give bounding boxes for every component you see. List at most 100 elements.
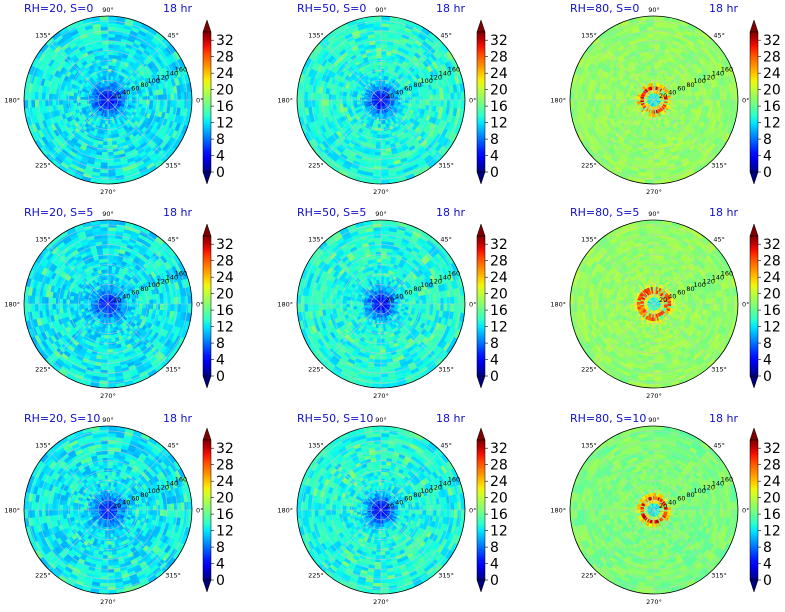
heat-cell [107, 36, 115, 42]
heat-cell [648, 54, 655, 59]
heat-cell [632, 97, 637, 101]
heat-cell [671, 99, 676, 103]
heat-cell [618, 95, 624, 101]
heat-cell [590, 99, 596, 107]
colorbar-tick-label: 0 [490, 165, 499, 181]
angular-tick-label: 315° [438, 162, 454, 170]
heat-cell [324, 93, 330, 101]
heat-cell [611, 95, 617, 101]
heat-cell [159, 99, 165, 107]
colorbar-tick-label: 8 [216, 132, 225, 148]
heat-cell [376, 57, 382, 63]
heat-cell [597, 99, 603, 107]
heat-cell [159, 93, 165, 101]
panel-time-label: 18 hr [436, 2, 465, 15]
heat-cell [375, 141, 382, 146]
heat-cell [608, 99, 613, 106]
heat-cell [107, 151, 115, 157]
colorbar-tick-label: 16 [763, 99, 781, 115]
heat-cell [149, 94, 154, 101]
colorbar-tick-label: 0 [763, 165, 772, 181]
heat-cell [712, 93, 718, 101]
heat-cell [101, 36, 109, 42]
panel-title: RH=50, S=0 [297, 2, 366, 15]
heat-cell [695, 99, 700, 106]
heatmap-cells [297, 16, 465, 184]
radial-tick-label: 20 [386, 92, 394, 100]
angular-tick-label: 180° [550, 97, 566, 105]
heat-cell [107, 78, 111, 83]
angular-tick-label: 180° [277, 97, 293, 105]
heat-cell [653, 71, 658, 76]
heat-cell [128, 303, 133, 307]
radial-tick-label: 40 [122, 88, 130, 96]
colorbar-tick-label: 12 [490, 116, 508, 132]
heat-cell [380, 141, 387, 146]
colorbar-gradient [749, 31, 759, 173]
heat-cell [380, 54, 387, 59]
colorbar-extend-bottom [749, 171, 759, 185]
heat-cell [411, 99, 417, 105]
heat-cell [653, 36, 661, 42]
heat-cell [653, 75, 657, 80]
heat-cell [398, 99, 403, 103]
heat-cell [142, 95, 147, 101]
colorbar-extend-top [476, 19, 486, 33]
angular-tick-label: 90° [375, 6, 387, 14]
heat-cell [401, 99, 406, 103]
heat-cell [378, 117, 382, 122]
heat-cell [695, 94, 700, 101]
heat-cell [653, 78, 657, 83]
heat-cell [439, 93, 445, 101]
radial-tick-label: 60 [677, 85, 685, 93]
heat-cell [103, 57, 109, 63]
colorbar-tick-label: 4 [216, 149, 225, 165]
heat-cell [142, 99, 147, 105]
heat-cell [691, 95, 697, 101]
heat-cell [132, 303, 137, 308]
heat-cell [62, 94, 67, 101]
heat-cell [653, 57, 659, 63]
heat-cell [597, 93, 603, 101]
panel-time-label: 18 hr [163, 2, 192, 15]
heat-cell [98, 179, 109, 184]
heat-cell [103, 137, 109, 143]
colorbar-tick-label: 4 [490, 149, 499, 165]
heat-cell [439, 99, 445, 107]
angular-tick-label: 45° [167, 31, 179, 39]
colorbar-tick-label: 12 [763, 116, 781, 132]
heat-cell [125, 99, 130, 103]
heat-cell [415, 95, 420, 101]
heat-cell [376, 130, 382, 136]
heat-cell [356, 97, 361, 101]
heat-cell [380, 158, 388, 164]
colorbar-tick-label: 20 [216, 83, 234, 99]
heat-cell [629, 97, 634, 101]
heat-cell [107, 275, 112, 280]
angular-tick-label: 270° [373, 188, 389, 196]
heat-cell [335, 99, 340, 106]
heat-cell [378, 120, 382, 125]
heat-cell [647, 151, 655, 157]
radial-tick-label: 60 [404, 85, 412, 93]
polar-panel: 20 40 60 801001201401600°45°90°135°180°225°… [4, 2, 234, 196]
colorbar-tick-label: 8 [763, 132, 772, 148]
heat-cell [653, 43, 661, 49]
heat-cell [338, 99, 344, 105]
heat-cell [104, 328, 109, 333]
heat-cell [101, 151, 109, 157]
colorbar-extend-top [202, 19, 212, 33]
heat-cell [107, 57, 113, 63]
heat-cell [335, 94, 340, 101]
polar-grid [24, 16, 192, 184]
heat-cell [342, 99, 347, 105]
heat-cell [107, 54, 114, 59]
colorbar-tick-label: 28 [490, 50, 508, 66]
heat-cell [432, 99, 438, 107]
angular-tick-label: 225° [581, 162, 597, 170]
heat-cell [138, 99, 144, 105]
angular-tick-label: 0° [469, 97, 476, 105]
